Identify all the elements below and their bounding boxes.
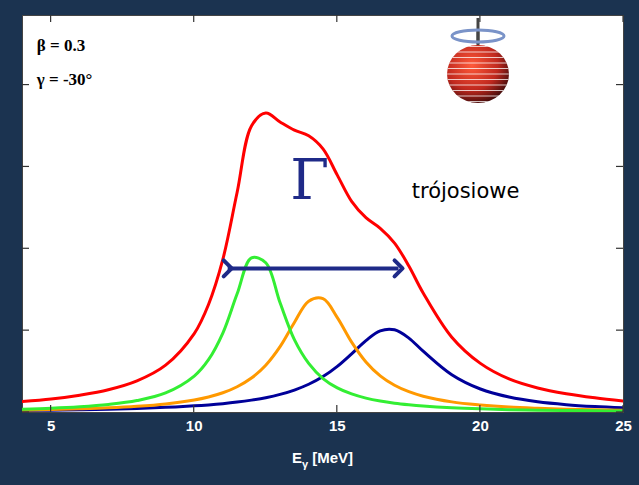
svg-text:25: 25 (615, 417, 632, 434)
svg-text:20: 20 (472, 417, 489, 434)
svg-text:γ = -30°: γ = -30° (36, 70, 93, 89)
svg-text:trójosiowe: trójosiowe (412, 179, 520, 203)
svg-text:15: 15 (329, 417, 346, 434)
svg-text:β = 0.3: β = 0.3 (37, 36, 85, 55)
svg-text:Γ: Γ (290, 147, 329, 212)
svg-text:10: 10 (186, 417, 203, 434)
svg-text:5: 5 (47, 417, 55, 434)
svg-text:Eγ [MeV]: Eγ [MeV] (292, 449, 353, 470)
